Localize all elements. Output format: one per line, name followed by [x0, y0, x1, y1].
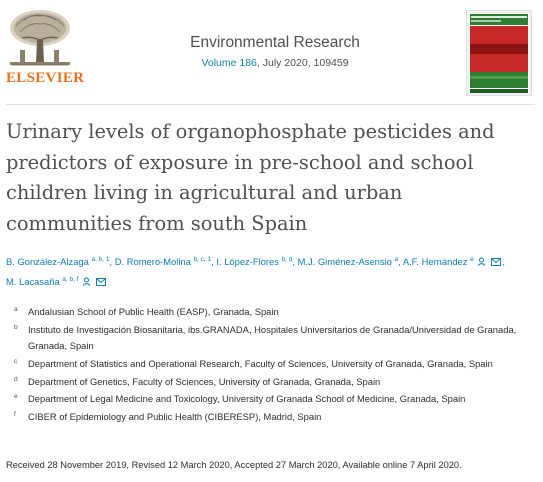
journal-title[interactable]: Environmental Research	[190, 34, 360, 51]
affiliation-text: Instituto de Investigación Biosanitaria,…	[28, 323, 517, 352]
author-link[interactable]: M.J. Giménez-Asensio a	[297, 256, 399, 267]
affiliation-label: b	[14, 323, 18, 331]
article-history: Received 28 November 2019, Revised 12 Ma…	[6, 460, 462, 470]
journal-volume-info: Volume 186, July 2020, 109459	[130, 57, 420, 69]
journal-header: Environmental Research Volume 186, July …	[130, 34, 420, 69]
author-list: B. González-Alzaga a, b, 1, D. Romero-Mo…	[6, 252, 536, 292]
affiliation-item: e Department of Legal Medicine and Toxico…	[14, 391, 539, 408]
affiliation-item: a Andalusian School of Public Health (EAS…	[14, 304, 539, 321]
elsevier-wordmark: ELSEVIER	[6, 70, 85, 86]
affiliation-item: c Department of Statistics and Operationa…	[14, 356, 539, 373]
journal-cover-icon	[465, 9, 533, 97]
affiliation-label: c	[14, 357, 18, 365]
affiliation-label: a	[14, 306, 18, 313]
article-title: Urinary levels of organophosphate pestic…	[6, 120, 495, 235]
author-link[interactable]: M. Lacasaña a, b, f	[6, 276, 79, 288]
affiliation-item: b Instituto de Investigación Biosanitaria…	[14, 322, 539, 355]
journal-cover-image[interactable]	[465, 9, 533, 97]
affiliation-text: Department of Genetics, Faculty of Scien…	[28, 375, 381, 387]
email-icon[interactable]	[95, 273, 106, 292]
affiliation-text: Department of Statistics and Operational…	[28, 357, 493, 369]
affiliation-text: CIBER of Epidemiology and Public Health …	[28, 410, 322, 422]
affiliation-item: d Department of Genetics, Faculty of Scie…	[14, 374, 539, 391]
author-link[interactable]: D. Romero-Molina b, c, 1	[114, 256, 212, 267]
affiliation-label: e	[14, 393, 18, 401]
person-icon[interactable]	[477, 253, 486, 272]
email-icon[interactable]	[490, 253, 501, 272]
affiliation-item: f CIBER of Epidemiology and Public Health…	[14, 409, 539, 426]
header-divider	[6, 104, 535, 105]
issue-info: , July 2020, 109459	[256, 57, 349, 69]
affiliation-label: f	[14, 410, 16, 418]
elsevier-logo[interactable]: ELSEVIER	[6, 6, 85, 92]
affiliation-text: Department of Legal Medicine and Toxicol…	[28, 393, 466, 405]
author-link[interactable]: I. López-Flores b, d	[216, 256, 293, 267]
author-link[interactable]: A.F. Hernández e	[402, 256, 474, 267]
author-link[interactable]: B. González-Alzaga a, b, 1	[6, 256, 110, 267]
elsevier-tree-logo-icon	[6, 6, 74, 70]
affiliation-list: a Andalusian School of Public Health (EAS…	[14, 304, 539, 427]
volume-link[interactable]: Volume 186	[201, 57, 257, 69]
person-icon[interactable]	[82, 273, 91, 292]
affiliation-text: Andalusian School of Public Health (EASP…	[28, 306, 279, 317]
affiliation-label: d	[14, 375, 18, 383]
